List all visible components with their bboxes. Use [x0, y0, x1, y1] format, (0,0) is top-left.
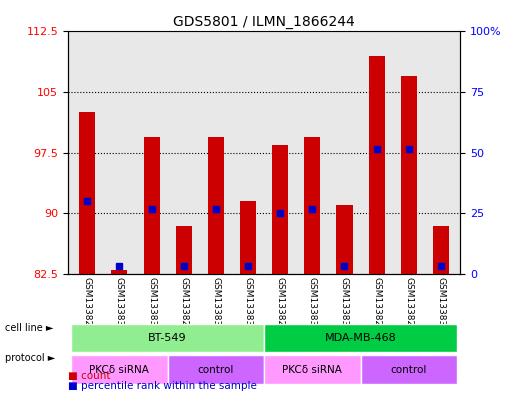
- Bar: [79, 112, 95, 274]
- Text: GSM1338297: GSM1338297: [179, 277, 188, 337]
- Text: ■ percentile rank within the sample: ■ percentile rank within the sample: [68, 381, 257, 391]
- Text: GSM1338306: GSM1338306: [147, 277, 156, 337]
- Title: GDS5801 / ILMN_1866244: GDS5801 / ILMN_1866244: [173, 15, 355, 29]
- Text: ■ count: ■ count: [68, 371, 110, 381]
- FancyBboxPatch shape: [264, 324, 457, 353]
- Bar: [240, 201, 256, 274]
- Bar: [433, 226, 449, 274]
- Bar: [208, 137, 224, 274]
- Text: GSM1338305: GSM1338305: [244, 277, 253, 337]
- FancyBboxPatch shape: [264, 356, 360, 384]
- Bar: [272, 145, 288, 274]
- Text: GSM1338299: GSM1338299: [404, 277, 413, 337]
- Text: GSM1338301: GSM1338301: [211, 277, 220, 337]
- Bar: [304, 137, 321, 274]
- Text: PKCδ siRNA: PKCδ siRNA: [282, 365, 342, 375]
- Text: GSM1338296: GSM1338296: [276, 277, 285, 337]
- Bar: [111, 270, 128, 274]
- Bar: [369, 56, 385, 274]
- Bar: [143, 137, 160, 274]
- Text: control: control: [391, 365, 427, 375]
- Text: control: control: [198, 365, 234, 375]
- FancyBboxPatch shape: [71, 356, 168, 384]
- FancyBboxPatch shape: [71, 324, 264, 353]
- Text: GSM1338302: GSM1338302: [115, 277, 124, 337]
- Bar: [176, 226, 192, 274]
- Text: BT-549: BT-549: [149, 333, 187, 343]
- Text: GSM1338303: GSM1338303: [437, 277, 446, 337]
- Text: GSM1338304: GSM1338304: [340, 277, 349, 337]
- Bar: [336, 206, 353, 274]
- Text: PKCδ siRNA: PKCδ siRNA: [89, 365, 150, 375]
- FancyBboxPatch shape: [360, 356, 457, 384]
- FancyBboxPatch shape: [168, 356, 264, 384]
- Text: cell line ►: cell line ►: [5, 323, 53, 333]
- Text: GSM1338295: GSM1338295: [372, 277, 381, 337]
- Text: GSM1338300: GSM1338300: [308, 277, 317, 337]
- Text: MDA-MB-468: MDA-MB-468: [325, 333, 396, 343]
- Bar: [401, 76, 417, 274]
- Text: GSM1338298: GSM1338298: [83, 277, 92, 337]
- Text: protocol ►: protocol ►: [5, 353, 55, 363]
